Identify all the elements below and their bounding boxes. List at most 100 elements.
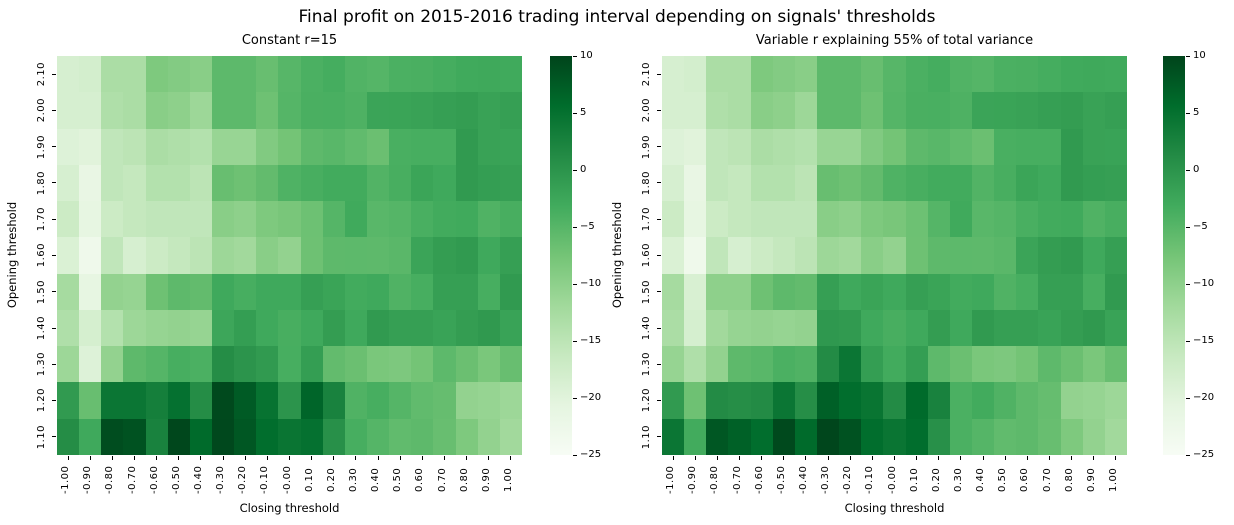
heatmap-cell	[772, 164, 795, 202]
x-tick-mark	[672, 456, 674, 460]
heatmap-cell	[477, 418, 500, 455]
colorbar-tick-label: −20	[580, 392, 602, 403]
x-tick-mark	[510, 456, 512, 460]
x-tick-label: 0.20	[930, 467, 942, 493]
y-tick-mark	[52, 363, 56, 365]
heatmap-cell	[300, 273, 323, 310]
heatmap-cell	[728, 309, 751, 347]
heatmap-cell	[1016, 92, 1039, 129]
heatmap-cell	[905, 273, 928, 310]
heatmap-cell	[883, 164, 906, 202]
heatmap-cell	[123, 128, 146, 165]
heatmap-cell	[1060, 164, 1083, 202]
y-tick-label: 1.60	[641, 243, 652, 268]
heatmap-cell	[278, 56, 301, 93]
heatmap-cell	[1038, 382, 1061, 419]
heatmap-cell	[256, 346, 279, 383]
heatmap-cell	[927, 346, 950, 383]
heatmap-cell	[234, 56, 257, 93]
heatmap-cell	[101, 309, 124, 347]
heatmap-cell	[477, 92, 500, 129]
heatmap-cell	[145, 382, 168, 419]
y-tick-mark	[52, 400, 56, 402]
heatmap-cell	[189, 273, 212, 310]
heatmap-cell	[1104, 92, 1127, 129]
heatmap-cell	[861, 418, 884, 455]
heatmap-cell	[455, 382, 478, 419]
y-tick-mark	[657, 73, 661, 75]
heatmap-cell	[322, 273, 345, 310]
y-tick-mark	[52, 327, 56, 329]
heatmap-cell	[905, 164, 928, 202]
heatmap-cell	[905, 128, 928, 165]
heatmap-cell	[816, 273, 840, 310]
heatmap-cell	[949, 201, 972, 238]
heatmap-cell	[927, 56, 950, 93]
heatmap-cell	[728, 382, 751, 419]
y-tick-mark	[657, 146, 661, 148]
x-tick-label: -0.10	[259, 465, 271, 495]
heatmap-cell	[366, 56, 390, 93]
heatmap-cell	[300, 237, 323, 274]
x-tick-mark	[761, 456, 763, 460]
heatmap-cell	[123, 418, 146, 455]
heatmap-cell	[477, 237, 500, 274]
heatmap-cell	[256, 201, 279, 238]
subplot-title-constant-r: Constant r=15	[241, 33, 338, 48]
heatmap-cell	[455, 128, 478, 165]
heatmap-cell	[211, 56, 235, 93]
x-tick-mark	[716, 456, 718, 460]
heatmap-cell	[57, 164, 80, 202]
x-tick-mark	[1004, 456, 1006, 460]
heatmap-cell	[123, 273, 146, 310]
heatmap-cell	[167, 201, 190, 238]
heatmap-cell	[750, 346, 773, 383]
heatmap-cell	[455, 418, 478, 455]
heatmap-cell	[994, 128, 1017, 165]
heatmap-cell	[499, 273, 522, 310]
x-tick-label: 0.10	[908, 467, 920, 493]
heatmap-cell	[499, 164, 522, 202]
heatmap-cell	[750, 418, 773, 455]
heatmap-cell	[662, 382, 685, 419]
x-tick-label: 0.40	[370, 467, 382, 493]
heatmap-cell	[816, 382, 840, 419]
y-tick-mark	[657, 436, 661, 438]
heatmap-cell	[772, 128, 795, 165]
heatmap-cell	[684, 273, 707, 310]
heatmap-cell	[389, 92, 412, 129]
colorbar-tick-label: −25	[580, 449, 602, 460]
x-tick-label: -0.50	[170, 465, 182, 495]
heatmap-cell	[167, 164, 190, 202]
heatmap-cell	[927, 128, 950, 165]
y-tick-mark	[52, 73, 56, 75]
heatmap-cell	[1060, 92, 1083, 129]
x-tick-label: -0.20	[237, 465, 249, 495]
heatmap-cell	[344, 56, 367, 93]
heatmap-cell	[994, 164, 1017, 202]
heatmap-cell	[1016, 309, 1039, 347]
heatmap-cell	[949, 273, 972, 310]
x-axis-label: Closing threshold	[239, 501, 340, 515]
heatmap-cell	[1060, 273, 1083, 310]
heatmap-cell	[816, 164, 840, 202]
heatmap-cell	[256, 92, 279, 129]
colorbar-tick-label: −20	[1193, 392, 1215, 403]
heatmap-cell	[123, 164, 146, 202]
heatmap-cell	[994, 382, 1017, 419]
x-tick-label: 0.60	[1019, 467, 1031, 493]
heatmap-cell	[211, 418, 235, 455]
heatmap-cell	[750, 273, 773, 310]
heatmap-cell	[344, 418, 367, 455]
x-tick-label: 0.40	[975, 467, 987, 493]
x-tick-mark	[694, 456, 696, 460]
heatmap-cell	[861, 92, 884, 129]
y-tick-label: 2.00	[36, 98, 47, 123]
heatmap-cell	[234, 128, 257, 165]
heatmap-cell	[455, 92, 478, 129]
heatmap-cell	[927, 92, 950, 129]
heatmap-cell	[211, 273, 235, 310]
heatmap-cell	[101, 201, 124, 238]
heatmap-cell	[344, 346, 367, 383]
y-tick-label: 1.80	[36, 170, 47, 196]
